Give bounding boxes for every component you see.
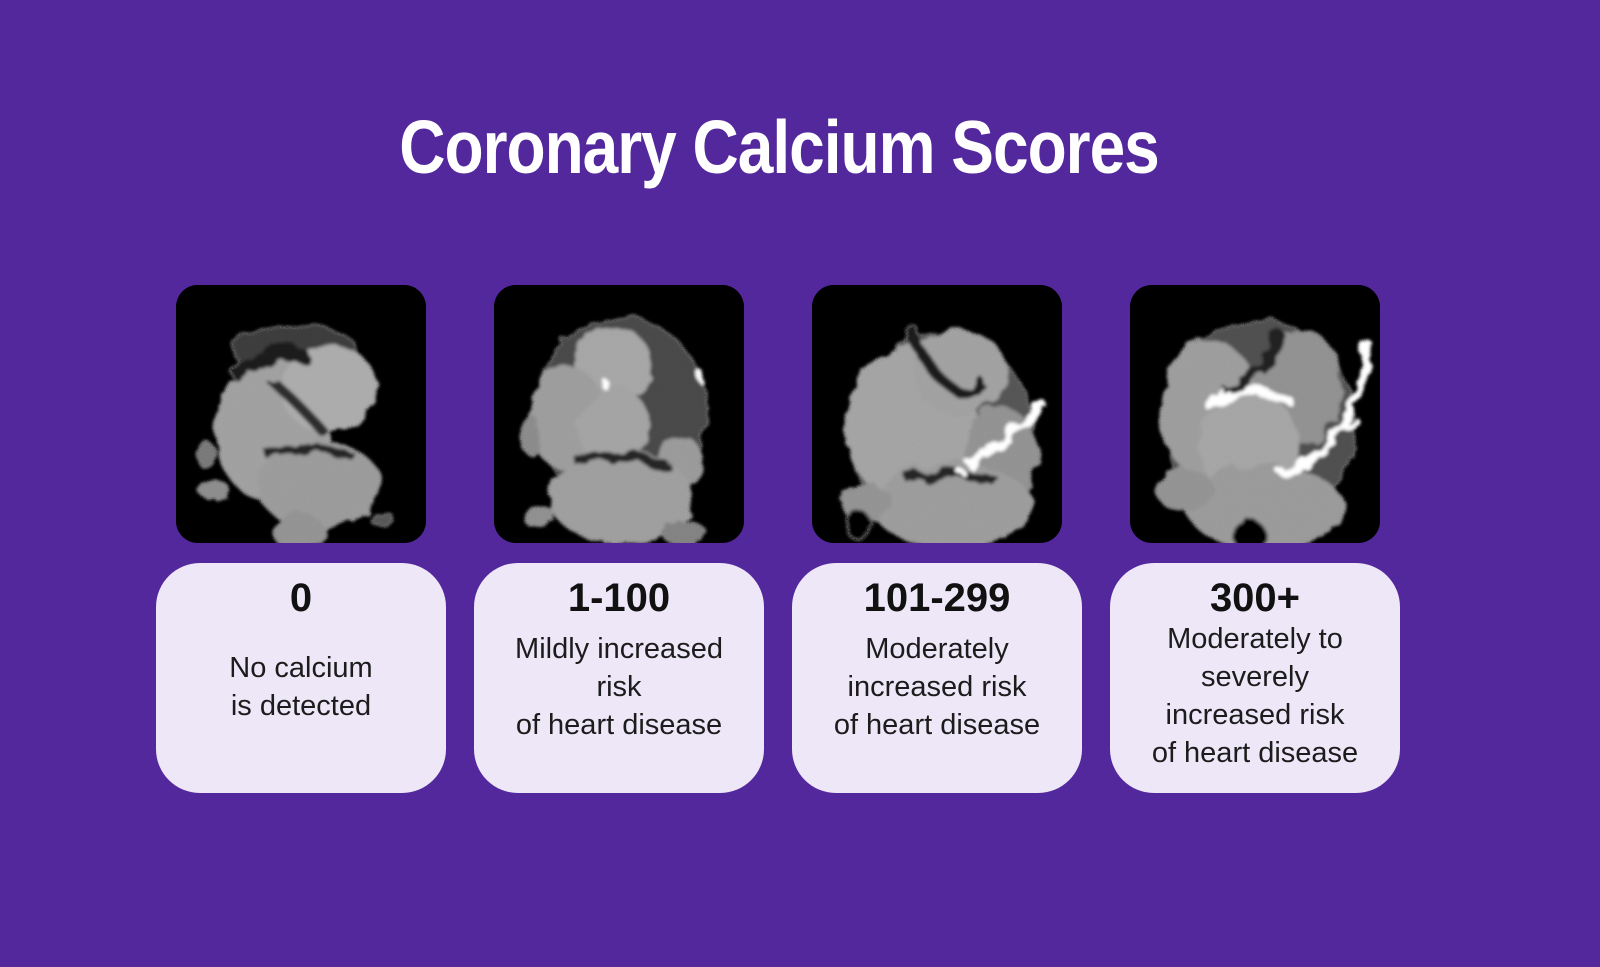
score-columns: 0 No calcium is detected: [156, 285, 1400, 793]
ct-scan-image-0: [176, 285, 426, 543]
score-description: Moderately increased risk of heart disea…: [833, 633, 1041, 741]
score-column-1: 1-100 Mildly increased risk of heart dis…: [474, 285, 764, 793]
score-value: 101-299: [863, 576, 1011, 620]
ct-scan-image-3: [1130, 285, 1380, 543]
score-card-0: 0 No calcium is detected: [156, 563, 446, 793]
ct-scan-image-2: [812, 285, 1062, 543]
ct-heart-scan-icon: [494, 285, 744, 543]
score-value: 0: [289, 576, 313, 620]
score-value: 300+: [1209, 576, 1301, 620]
score-description: No calcium is detected: [229, 652, 373, 722]
ct-heart-scan-icon: [812, 285, 1062, 543]
score-description: Moderately to severely increased risk of…: [1151, 623, 1359, 769]
score-card-3: 300+ Moderately to severely increased ri…: [1110, 563, 1400, 793]
ct-heart-scan-icon: [1130, 285, 1380, 543]
score-column-2: 101-299 Moderately increased risk of hea…: [792, 285, 1082, 793]
score-column-3: 300+ Moderately to severely increased ri…: [1110, 285, 1400, 793]
page-title: Coronary Calcium Scores: [399, 104, 1160, 190]
score-column-0: 0 No calcium is detected: [156, 285, 446, 793]
score-value: 1-100: [567, 576, 671, 620]
score-description: Mildly increased risk of heart disease: [515, 633, 723, 741]
score-card-1: 1-100 Mildly increased risk of heart dis…: [474, 563, 764, 793]
header: Coronary Calcium Scores: [156, 105, 1402, 189]
score-card-2: 101-299 Moderately increased risk of hea…: [792, 563, 1082, 793]
ct-scan-image-1: [494, 285, 744, 543]
ct-heart-scan-icon: [176, 285, 426, 543]
